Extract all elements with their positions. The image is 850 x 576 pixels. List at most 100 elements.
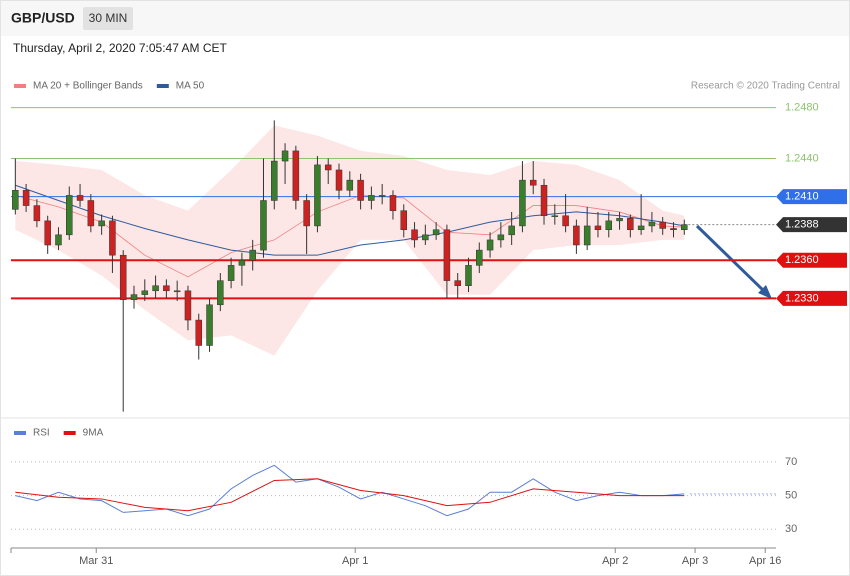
candle-body [260, 200, 267, 251]
x-tick-label: Apr 2 [602, 555, 628, 567]
candle-body [357, 179, 364, 201]
candle-body [130, 294, 138, 300]
candle-body [314, 164, 321, 227]
symbol: GBP/USD [11, 10, 75, 26]
candle-body [411, 229, 418, 241]
level-tag [776, 290, 847, 306]
candle-body [12, 190, 19, 210]
candle-body [66, 195, 73, 236]
x-tick-label: Apr 1 [342, 555, 368, 567]
interval-box [83, 7, 133, 30]
candle-body [98, 220, 105, 227]
rsi-line [15, 478, 685, 512]
y-tick-label: 70 [785, 456, 797, 468]
legend-swatch [14, 84, 26, 88]
credit: Research © 2020 Trading Central [691, 81, 840, 92]
candle-body [583, 225, 591, 246]
legend-label: MA 50 [176, 81, 205, 92]
candle-body [195, 319, 202, 346]
candle-body [119, 254, 127, 300]
level-label: 1.2440 [785, 152, 819, 164]
candle-body [368, 195, 375, 201]
candle-body [670, 228, 677, 230]
candle-body [22, 190, 30, 206]
candle-body [152, 285, 159, 292]
level-label: 1.2330 [785, 292, 819, 304]
candle-body [562, 215, 569, 227]
candle-body [389, 195, 397, 211]
candle-body [184, 290, 192, 321]
candle-body [465, 265, 472, 286]
candle-body [335, 169, 343, 191]
candle-body [324, 164, 332, 171]
candle-body [206, 304, 213, 346]
candle-body [594, 225, 602, 230]
candle-body [432, 229, 440, 236]
candle-body [238, 260, 246, 266]
candle-body [217, 280, 224, 306]
candle-body [637, 225, 645, 230]
x-tick-label: Apr 16 [749, 555, 781, 567]
candle-body [292, 150, 300, 201]
candle-body [271, 160, 278, 201]
candle-body [681, 224, 688, 230]
candle-body [422, 234, 429, 241]
candle-body [551, 215, 559, 218]
level-label: 1.2410 [785, 191, 819, 203]
moving-average [15, 184, 685, 256]
legend-swatch [156, 84, 169, 88]
candle-body [227, 265, 235, 281]
candle-body [163, 285, 170, 292]
y-tick-label: 50 [785, 489, 797, 501]
candle-body [573, 225, 580, 246]
level-label: 1.2360 [785, 254, 819, 266]
legend-label: 9MA [83, 428, 104, 439]
x-tick-label: Mar 31 [79, 555, 113, 567]
candle-body [249, 249, 256, 261]
candle-body [476, 249, 483, 266]
candle-body [109, 220, 116, 256]
candle-body [443, 229, 451, 281]
level-label: 1.2480 [785, 102, 819, 114]
candle-body [605, 220, 613, 230]
candle-body [55, 234, 62, 246]
level-label: 1.2388 [785, 219, 819, 231]
candle-body [346, 179, 354, 191]
candle-body [497, 234, 505, 241]
rsi-line [15, 464, 685, 517]
candle-body [529, 179, 537, 186]
candle-body [627, 218, 634, 230]
candle-body [87, 200, 95, 227]
level-tag [776, 252, 847, 268]
candle-body [648, 221, 656, 227]
x-tick-label: Apr 3 [682, 555, 708, 567]
candle-body [378, 195, 386, 197]
legend-label: RSI [33, 428, 50, 439]
forecast-arrowhead [758, 285, 772, 299]
level-tag [776, 217, 847, 233]
candle-body [33, 205, 41, 222]
candle-body [281, 150, 289, 162]
forecast-arrow [695, 224, 767, 294]
candle-body [303, 200, 310, 227]
candle-body [76, 195, 84, 201]
candle-body [540, 184, 548, 217]
candle-body [44, 220, 51, 246]
candle-body [454, 280, 461, 286]
legend-label: MA 20 + Bollinger Bands [33, 81, 143, 92]
y-tick-label: 30 [785, 523, 797, 535]
level-tag [776, 189, 847, 205]
legend-swatch [14, 431, 26, 435]
candle-body [616, 218, 623, 222]
candle-body [519, 179, 526, 227]
candle-body [508, 225, 515, 236]
datetime: Thursday, April 2, 2020 7:05:47 AM CET [13, 41, 228, 55]
interval: 30 MIN [89, 11, 128, 25]
candle-body [173, 290, 181, 293]
candle-body [141, 290, 149, 295]
candle-body [486, 239, 494, 251]
candle-body [400, 210, 408, 230]
legend-swatch [63, 431, 76, 435]
